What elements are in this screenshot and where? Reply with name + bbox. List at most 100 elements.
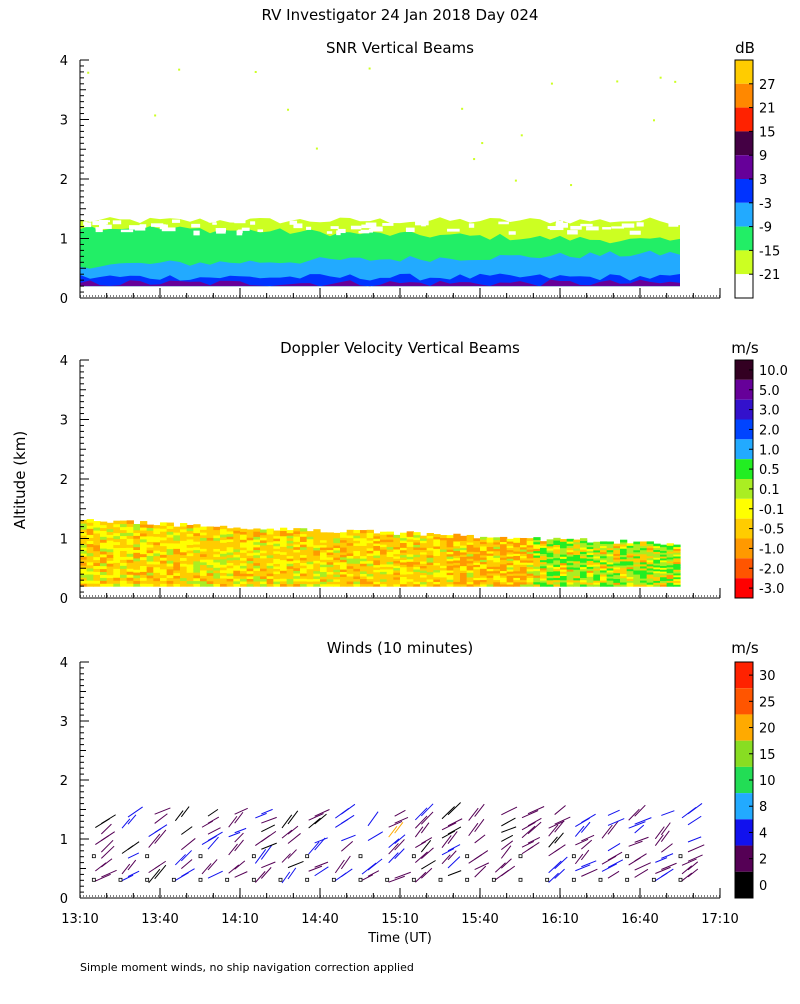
doppler-cell [260, 583, 268, 587]
wind-barb [681, 858, 697, 866]
wind-barb [154, 807, 171, 815]
doppler-cell [186, 530, 194, 534]
doppler-cell [380, 561, 388, 565]
doppler-cell [633, 567, 641, 571]
doppler-cell [653, 574, 661, 578]
doppler-cell [126, 553, 134, 557]
doppler-cell [126, 544, 134, 548]
doppler-cell [360, 560, 368, 564]
doppler-cell [666, 545, 674, 548]
doppler-cell [200, 583, 208, 587]
doppler-cell [386, 561, 394, 565]
doppler-cell [340, 559, 348, 563]
colorbar-label: -3 [759, 197, 772, 212]
doppler-cell [293, 557, 301, 561]
wind-barb [447, 850, 457, 861]
doppler-cell [106, 574, 114, 579]
doppler-cell [100, 550, 108, 555]
doppler-cell [300, 549, 308, 553]
doppler-cell [246, 557, 254, 561]
doppler-cell [273, 548, 281, 552]
doppler-cell [420, 570, 428, 573]
doppler-cell [253, 580, 261, 585]
calm-marker [251, 854, 256, 859]
colorbar-label: -0.1 [759, 503, 784, 518]
wind-barb [394, 809, 406, 817]
doppler-cell [453, 576, 461, 580]
doppler-cell [113, 565, 121, 569]
doppler-cell [633, 580, 641, 583]
doppler-cell [120, 550, 128, 554]
doppler-cell [166, 574, 174, 579]
doppler-cell [646, 575, 654, 579]
wind-barb [501, 826, 517, 833]
doppler-cell [380, 541, 388, 545]
doppler-cell [573, 541, 581, 545]
doppler-cell [566, 573, 574, 576]
wind-barb [474, 803, 485, 817]
doppler-cell [340, 551, 348, 555]
doppler-cell [273, 563, 281, 567]
doppler-cell [406, 538, 414, 542]
wind-barb [548, 860, 562, 874]
doppler-cell [346, 575, 354, 580]
doppler-cell [626, 570, 634, 574]
doppler-cell [113, 568, 121, 572]
doppler-cell [373, 571, 381, 575]
doppler-cell [373, 547, 381, 551]
doppler-cell [513, 546, 521, 550]
doppler-cell [580, 553, 588, 557]
doppler-cell [633, 563, 641, 567]
doppler-cell [193, 532, 201, 537]
doppler-cell [666, 568, 674, 572]
doppler-cell [366, 532, 374, 536]
snr-gap [172, 219, 181, 223]
doppler-cell [346, 573, 354, 577]
wind-barb [687, 815, 702, 826]
doppler-cell [166, 580, 174, 584]
doppler-cell [346, 534, 354, 539]
doppler-cell [293, 575, 301, 579]
doppler-cell [300, 570, 308, 574]
doppler-cell [673, 554, 681, 557]
doppler-cell [646, 555, 654, 559]
doppler-cell [613, 562, 621, 566]
doppler-cell [600, 549, 608, 553]
doppler-cell [486, 546, 494, 550]
doppler-cell [640, 541, 648, 545]
wind-barb [261, 861, 276, 869]
calm-marker [198, 877, 203, 882]
doppler-cell [660, 552, 668, 555]
doppler-cell [600, 577, 608, 581]
doppler-cell [386, 543, 394, 548]
doppler-cell [620, 579, 628, 583]
doppler-cell [580, 581, 588, 585]
doppler-cell [620, 583, 628, 587]
wind-barb [581, 868, 598, 877]
colorbar-label: 10.0 [759, 364, 788, 379]
calm-marker [465, 877, 470, 882]
doppler-cell [233, 532, 241, 537]
doppler-cell [313, 557, 321, 561]
doppler-cell [153, 547, 161, 551]
doppler-cell [640, 557, 648, 561]
doppler-cell [313, 539, 321, 543]
doppler-cell [593, 565, 601, 569]
doppler-cell [420, 540, 428, 544]
doppler-cell [413, 541, 421, 545]
doppler-cell [600, 580, 608, 583]
doppler-cell [86, 583, 94, 587]
doppler-cell [586, 558, 594, 561]
doppler-cell [173, 526, 181, 530]
doppler-cell [166, 545, 174, 550]
doppler-cell [80, 547, 88, 551]
wind-barb [234, 871, 248, 878]
doppler-cell [646, 553, 654, 557]
doppler-cell [160, 531, 168, 535]
doppler-cell [373, 578, 381, 582]
doppler-cell [80, 544, 88, 548]
doppler-cell [326, 571, 334, 575]
wind-barb [148, 868, 161, 884]
doppler-cell [240, 573, 248, 577]
doppler-cell [140, 529, 148, 534]
